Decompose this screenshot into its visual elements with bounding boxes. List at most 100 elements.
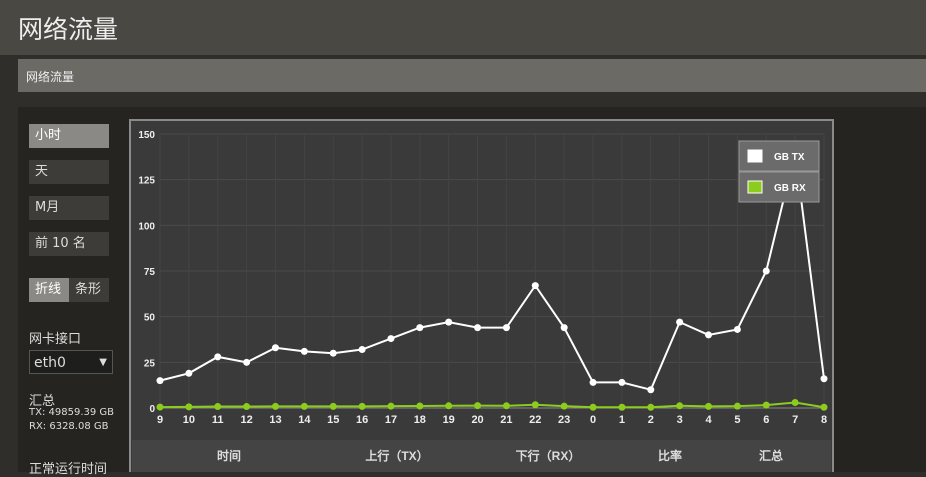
- x-tick-label: 4: [705, 414, 712, 426]
- data-point: [445, 402, 453, 410]
- table-header-cell: 汇总: [759, 448, 783, 463]
- view-button[interactable]: M月: [29, 196, 109, 220]
- x-tick-label: 7: [792, 414, 798, 426]
- data-point: [820, 403, 828, 411]
- x-tick-label: 6: [763, 414, 769, 426]
- legend-swatch: [747, 180, 763, 194]
- y-tick-label: 100: [138, 221, 155, 232]
- table-header-cell: 比率: [658, 448, 682, 463]
- x-tick-label: 13: [269, 414, 281, 426]
- data-point: [300, 347, 308, 355]
- x-tick-label: 9: [157, 414, 163, 426]
- summary-title: 汇总: [29, 394, 56, 409]
- summary-line: RX: 6328.08 GB: [29, 421, 109, 432]
- data-point: [271, 402, 279, 410]
- x-tick-label: 0: [590, 414, 596, 426]
- series-line: [159, 152, 825, 391]
- data-point: [647, 403, 655, 411]
- interface-select[interactable]: eth0 ▼: [29, 350, 113, 374]
- x-tick-label: 21: [500, 414, 512, 426]
- data-point: [358, 402, 366, 410]
- data-point: [214, 403, 222, 411]
- table-header: [132, 440, 831, 472]
- data-point: [445, 318, 453, 326]
- breadcrumb: 网络流量: [26, 70, 75, 84]
- x-tick-label: 20: [471, 414, 483, 426]
- data-point: [589, 403, 597, 411]
- view-button[interactable]: 前 10 名: [29, 232, 109, 256]
- interface-value: eth0: [34, 355, 66, 371]
- chart-panel: [129, 119, 834, 472]
- x-tick-label: 16: [356, 414, 368, 426]
- data-point: [762, 401, 770, 409]
- x-tick-label: 2: [648, 414, 654, 426]
- x-tick-label: 8: [821, 414, 827, 426]
- table-header-cell: 下行（RX）: [516, 448, 581, 463]
- table-header-cell: 上行（TX）: [365, 448, 428, 463]
- x-tick-label: 1: [619, 414, 625, 426]
- data-point: [531, 401, 539, 409]
- data-point: [243, 403, 251, 411]
- x-tick-label: 5: [734, 414, 740, 426]
- dropdown-arrow: ▼: [99, 357, 107, 368]
- style-button[interactable]: 折线: [29, 278, 69, 302]
- data-point: [705, 331, 713, 339]
- data-point: [185, 369, 193, 377]
- data-point: [329, 349, 337, 357]
- x-tick-label: 17: [385, 414, 397, 426]
- data-point: [156, 377, 164, 385]
- data-point: [531, 282, 539, 290]
- interface-label: 网卡接口: [29, 332, 82, 347]
- y-tick-label: 75: [144, 267, 156, 278]
- data-point: [733, 402, 741, 410]
- legend-swatch: [747, 149, 763, 163]
- data-point: [329, 402, 337, 410]
- data-point: [300, 402, 308, 410]
- view-button[interactable]: 天: [29, 160, 109, 184]
- header-bar: 网络流量: [0, 0, 926, 55]
- data-point: [560, 402, 568, 410]
- table-header-cell: 时间: [217, 448, 241, 463]
- x-tick-label: 10: [183, 414, 195, 426]
- y-tick-label: 25: [144, 358, 156, 369]
- data-point: [502, 402, 510, 410]
- x-tick-label: 3: [677, 414, 683, 426]
- x-tick-label: 14: [298, 414, 311, 426]
- data-point: [705, 402, 713, 410]
- data-point: [762, 267, 770, 275]
- data-point: [387, 402, 395, 410]
- breadcrumb-bar: 网络流量: [18, 59, 926, 92]
- data-point: [416, 324, 424, 332]
- view-button[interactable]: 小时: [29, 124, 109, 148]
- y-tick-label: 0: [149, 404, 155, 415]
- data-point: [676, 318, 684, 326]
- x-tick-label: 22: [529, 414, 541, 426]
- y-tick-label: 125: [138, 176, 155, 187]
- x-tick-label: 15: [327, 414, 339, 426]
- data-point: [358, 346, 366, 354]
- data-point: [560, 324, 568, 332]
- data-point: [387, 335, 395, 343]
- data-point: [820, 375, 828, 383]
- data-point: [271, 344, 279, 352]
- y-tick-label: 150: [138, 130, 155, 141]
- page-title: 网络流量: [18, 15, 119, 44]
- data-point: [474, 402, 482, 410]
- x-tick-label: 12: [240, 414, 252, 426]
- x-tick-label: 18: [414, 414, 426, 426]
- data-point: [791, 399, 799, 407]
- data-point: [733, 325, 741, 333]
- data-point: [647, 386, 655, 394]
- data-point: [618, 403, 626, 411]
- legend-label: GB RX: [774, 183, 806, 194]
- data-point: [416, 402, 424, 410]
- x-tick-label: 23: [558, 414, 570, 426]
- style-button[interactable]: 条形: [69, 278, 109, 302]
- data-point: [156, 403, 164, 411]
- series-line: [159, 401, 825, 409]
- data-point: [474, 324, 482, 332]
- data-point: [502, 324, 510, 332]
- data-point: [214, 353, 222, 361]
